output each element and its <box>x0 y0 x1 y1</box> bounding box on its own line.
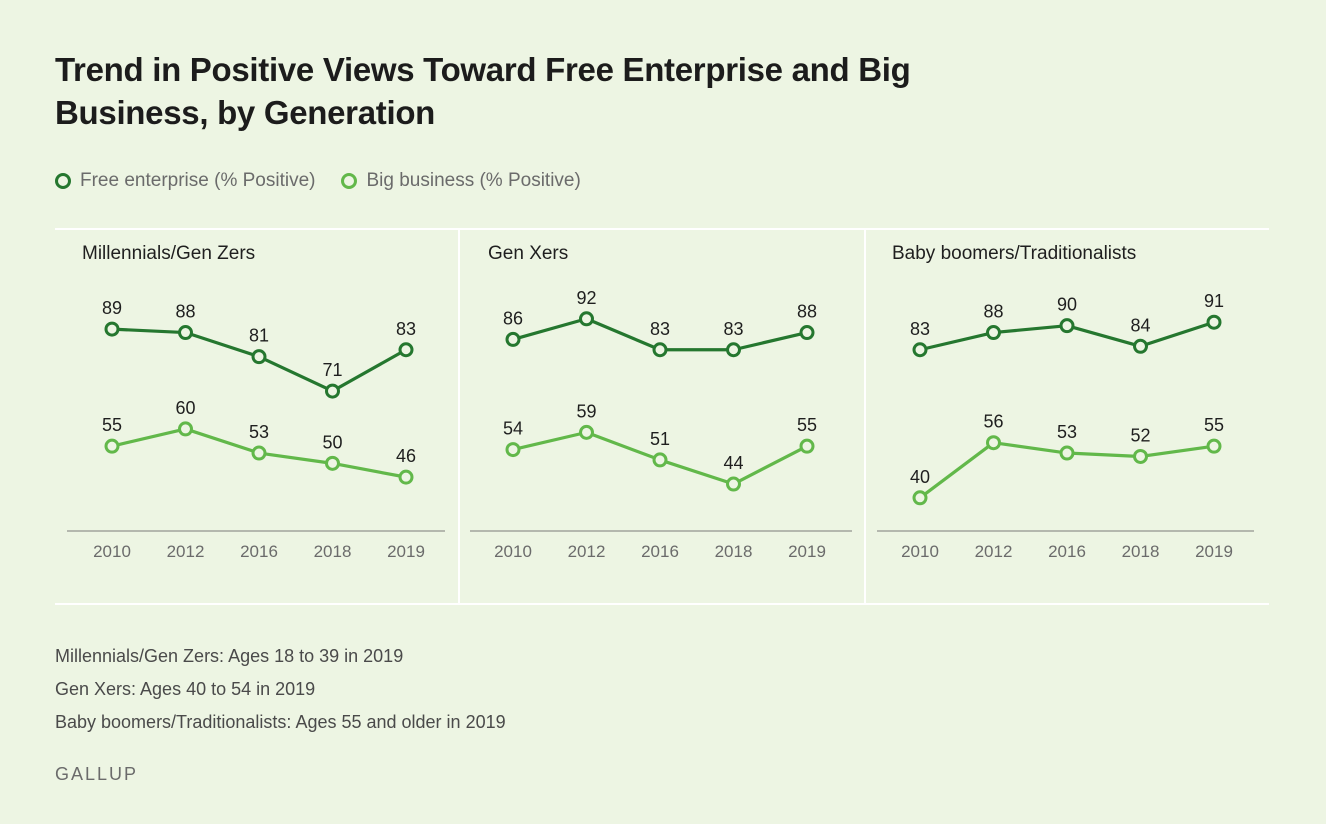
x-tick-label: 2010 <box>93 542 131 561</box>
data-label-free-enterprise: 91 <box>1204 291 1224 311</box>
data-point-big-business <box>325 455 340 471</box>
data-point-big-business <box>579 424 594 440</box>
top-divider <box>55 228 1269 230</box>
panel-title: Gen Xers <box>488 243 568 264</box>
data-label-free-enterprise: 88 <box>797 302 817 322</box>
data-point-big-business <box>1133 448 1148 464</box>
data-point-free-enterprise <box>1059 318 1075 334</box>
x-tick-label: 2012 <box>167 542 205 561</box>
x-tick-label: 2012 <box>568 542 606 561</box>
data-point-big-business <box>726 476 741 492</box>
data-label-big-business: 55 <box>1204 415 1224 435</box>
chart-title: Trend in Positive Views Toward Free Ente… <box>55 51 911 131</box>
data-point-free-enterprise <box>1206 314 1222 330</box>
note-millennials: Millennials/Gen Zers: Ages 18 to 39 in 2… <box>55 646 404 666</box>
x-tick-label: 2019 <box>788 542 826 561</box>
data-point-big-business <box>505 442 521 458</box>
data-point-free-enterprise <box>325 383 340 399</box>
data-label-free-enterprise: 92 <box>576 288 596 308</box>
x-tick-label: 2019 <box>387 542 425 561</box>
data-label-big-business: 52 <box>1130 425 1150 445</box>
note-boomers: Baby boomers/Traditionalists: Ages 55 an… <box>55 712 506 732</box>
data-point-big-business <box>799 438 815 454</box>
x-tick-label: 2018 <box>715 542 753 561</box>
data-point-big-business <box>398 469 414 485</box>
legend-item-free-enterprise: Free enterprise (% Positive) <box>55 170 315 192</box>
data-point-free-enterprise <box>1133 338 1148 354</box>
data-label-big-business: 40 <box>910 467 930 487</box>
data-label-big-business: 60 <box>175 398 195 418</box>
data-point-free-enterprise <box>505 331 521 347</box>
data-point-free-enterprise <box>104 321 120 337</box>
data-point-big-business <box>251 445 267 461</box>
data-point-free-enterprise <box>579 311 594 327</box>
panel-2: Gen Xers 2010 2012 2016 2018 2019 86 92 83 83 88 54… <box>470 243 852 561</box>
data-label-free-enterprise: 83 <box>723 319 743 339</box>
data-label-free-enterprise: 83 <box>396 319 416 339</box>
data-label-free-enterprise: 90 <box>1057 295 1077 315</box>
x-tick-label: 2018 <box>314 542 352 561</box>
panel-title: Millennials/Gen Zers <box>82 243 255 264</box>
panel-3: Baby boomers/Traditionalists 2010 2012 2016… <box>877 243 1254 561</box>
x-tick-label: 2016 <box>240 542 278 561</box>
data-label-big-business: 53 <box>1057 422 1077 442</box>
x-tick-label: 2016 <box>1048 542 1086 561</box>
data-label-free-enterprise: 81 <box>249 326 269 346</box>
notes: Millennials/Gen Zers: Ages 18 to 39 in 2… <box>55 640 506 739</box>
data-point-big-business <box>1059 445 1075 461</box>
x-tick-label: 2019 <box>1195 542 1233 561</box>
data-label-big-business: 55 <box>102 415 122 435</box>
note-gen-x: Gen Xers: Ages 40 to 54 in 2019 <box>55 679 316 699</box>
x-tick-label: 2016 <box>641 542 679 561</box>
x-tick-label: 2010 <box>901 542 939 561</box>
data-label-big-business: 54 <box>503 419 523 439</box>
data-label-free-enterprise: 86 <box>503 308 523 328</box>
data-point-free-enterprise <box>652 342 668 358</box>
legend-marker-free-enterprise <box>55 173 71 189</box>
legend: Free enterprise (% Positive) Big busines… <box>55 168 607 194</box>
data-point-free-enterprise <box>178 325 193 341</box>
data-point-big-business <box>104 438 120 454</box>
bottom-divider <box>55 603 1269 605</box>
data-label-free-enterprise: 88 <box>983 302 1003 322</box>
data-label-big-business: 46 <box>396 446 416 466</box>
data-label-big-business: 55 <box>797 415 817 435</box>
data-point-free-enterprise <box>799 325 815 341</box>
data-point-free-enterprise <box>726 342 741 358</box>
legend-label-big-business: Big business (% Positive) <box>366 170 581 191</box>
data-label-free-enterprise: 83 <box>650 319 670 339</box>
panel-1: Millennials/Gen Zers 2010 2012 2016 2018 2019… <box>67 243 445 561</box>
data-point-free-enterprise <box>398 342 414 358</box>
data-point-free-enterprise <box>912 342 928 358</box>
data-point-free-enterprise <box>251 349 267 365</box>
legend-marker-big-business <box>341 173 358 189</box>
legend-label-free-enterprise: Free enterprise (% Positive) <box>80 170 316 191</box>
data-point-big-business <box>912 490 928 506</box>
data-point-free-enterprise <box>986 325 1001 341</box>
panel-title: Baby boomers/Traditionalists <box>892 243 1136 264</box>
data-point-big-business <box>178 421 193 437</box>
gallup-logo: GALLUP <box>55 764 139 784</box>
data-label-free-enterprise: 89 <box>102 298 122 318</box>
x-tick-label: 2018 <box>1122 542 1160 561</box>
data-point-big-business <box>652 452 668 468</box>
x-tick-label: 2010 <box>494 542 532 561</box>
data-label-free-enterprise: 71 <box>322 360 342 380</box>
data-point-big-business <box>1206 438 1222 454</box>
data-label-big-business: 59 <box>576 401 596 421</box>
data-label-big-business: 44 <box>723 453 743 473</box>
data-label-big-business: 56 <box>983 412 1003 432</box>
data-label-big-business: 51 <box>650 429 670 449</box>
data-label-big-business: 53 <box>249 422 269 442</box>
data-label-big-business: 50 <box>322 432 342 452</box>
data-label-free-enterprise: 84 <box>1130 315 1150 335</box>
data-label-free-enterprise: 88 <box>175 302 195 322</box>
data-label-free-enterprise: 83 <box>910 319 930 339</box>
x-tick-label: 2012 <box>975 542 1013 561</box>
data-point-big-business <box>986 435 1001 451</box>
legend-item-big-business: Big business (% Positive) <box>341 170 581 192</box>
